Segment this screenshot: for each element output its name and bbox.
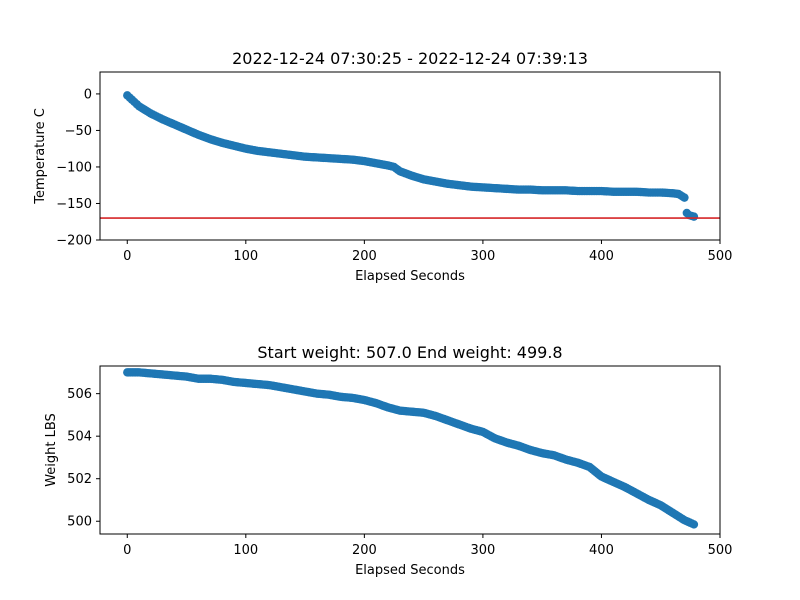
y-tick-label: 504 bbox=[67, 430, 92, 445]
x-tick-label: 300 bbox=[470, 543, 495, 558]
data-point bbox=[689, 520, 699, 529]
data-point bbox=[680, 193, 689, 202]
y-tick-label: −100 bbox=[56, 160, 92, 175]
x-tick-label: 100 bbox=[233, 249, 258, 264]
data-point bbox=[689, 212, 699, 221]
x-tick-label: 400 bbox=[589, 249, 614, 264]
x-tick-label: 200 bbox=[352, 543, 377, 558]
y-tick-label: −50 bbox=[65, 124, 92, 139]
y-tick-label: 0 bbox=[84, 87, 92, 102]
y-tick-label: −200 bbox=[56, 234, 92, 249]
temperature-ticks: 0 100 200 300 400 500 0 −50 −100 −150 −200 bbox=[56, 87, 732, 264]
x-axis-label: Elapsed Seconds bbox=[355, 563, 465, 578]
y-tick-label: 506 bbox=[67, 387, 92, 402]
x-tick-label: 500 bbox=[708, 543, 733, 558]
plot-frame bbox=[99, 71, 721, 241]
y-axis-label: Temperature C bbox=[33, 108, 48, 205]
y-tick-label: 502 bbox=[67, 472, 92, 487]
weight-chart: Start weight: 507.0 End weight: 499.8 0 1… bbox=[44, 343, 732, 578]
weight-marks bbox=[123, 368, 699, 529]
x-tick-label: 0 bbox=[123, 543, 131, 558]
weight-ticks: 0 100 200 300 400 500 500 502 504 506 bbox=[67, 387, 732, 558]
x-tick-label: 100 bbox=[233, 543, 258, 558]
y-tick-label: 500 bbox=[67, 515, 92, 530]
chart-title: 2022-12-24 07:30:25 - 2022-12-24 07:39:1… bbox=[232, 49, 588, 68]
x-tick-label: 400 bbox=[589, 543, 614, 558]
chart-title: Start weight: 507.0 End weight: 499.8 bbox=[257, 343, 562, 362]
temperature-chart: 2022-12-24 07:30:25 - 2022-12-24 07:39:1… bbox=[33, 49, 732, 284]
plot-frame bbox=[99, 365, 721, 535]
y-axis-label: Weight LBS bbox=[44, 413, 59, 487]
x-axis-label: Elapsed Seconds bbox=[355, 269, 465, 284]
x-tick-label: 0 bbox=[123, 249, 131, 264]
temperature-marks bbox=[100, 91, 720, 221]
x-tick-label: 300 bbox=[470, 249, 495, 264]
x-tick-label: 200 bbox=[352, 249, 377, 264]
y-tick-label: −150 bbox=[56, 197, 92, 212]
x-tick-label: 500 bbox=[708, 249, 733, 264]
